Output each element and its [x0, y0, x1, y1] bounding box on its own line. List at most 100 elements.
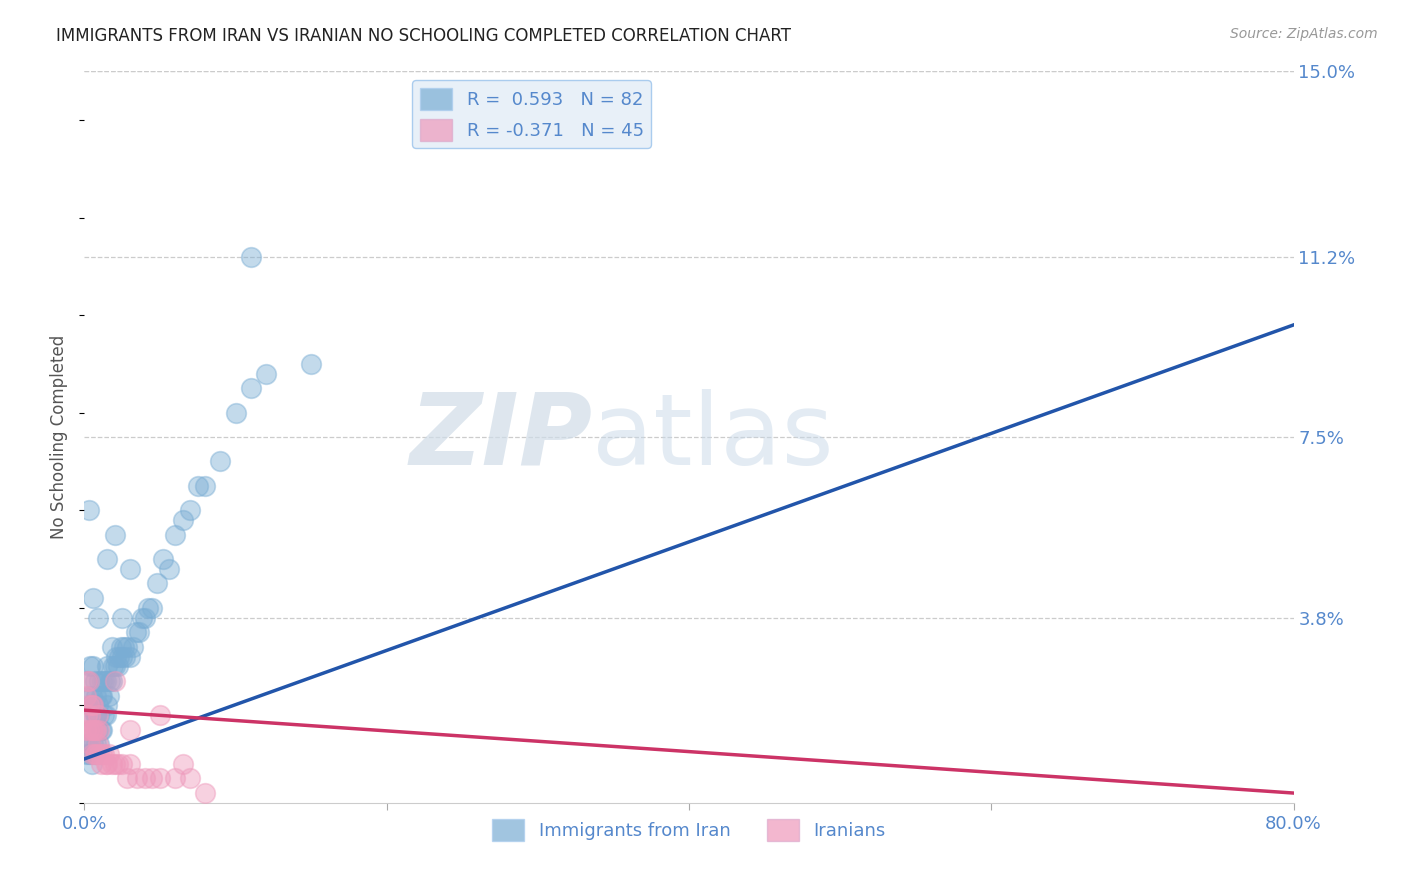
Point [118, 562, 141, 576]
Point [77, 689, 100, 703]
Point [172, 513, 194, 527]
Point [76, 673, 98, 688]
Point [94, 673, 117, 688]
Point [75, 747, 97, 761]
Point [94, 756, 117, 771]
Point [82, 698, 104, 713]
Point [104, 673, 127, 688]
Point [299, 357, 322, 371]
Point [76, 708, 98, 723]
Point [80, 723, 103, 737]
Point [90, 689, 112, 703]
Point [146, 576, 169, 591]
Point [87, 708, 110, 723]
Text: atlas: atlas [592, 389, 834, 485]
Point [90, 723, 112, 737]
Point [105, 649, 128, 664]
Point [77, 723, 100, 737]
Point [84, 708, 107, 723]
Point [100, 756, 122, 771]
Point [104, 756, 127, 771]
Point [93, 747, 115, 761]
Text: Source: ZipAtlas.com: Source: ZipAtlas.com [1230, 27, 1378, 41]
Point [84, 673, 107, 688]
Point [100, 640, 122, 654]
Point [114, 649, 136, 664]
Point [239, 381, 262, 395]
Point [254, 367, 277, 381]
Point [89, 737, 111, 751]
Point [104, 527, 127, 541]
Point [115, 640, 138, 654]
Point [115, 772, 138, 786]
Point [76, 737, 98, 751]
Point [93, 673, 115, 688]
Point [96, 756, 118, 771]
Text: IMMIGRANTS FROM IRAN VS IRANIAN NO SCHOOLING COMPLETED CORRELATION CHART: IMMIGRANTS FROM IRAN VS IRANIAN NO SCHOO… [56, 27, 792, 45]
Point [79, 737, 101, 751]
Point [107, 756, 129, 771]
Point [91, 689, 114, 703]
Point [97, 689, 120, 703]
Point [96, 698, 118, 713]
Point [82, 698, 104, 713]
Point [127, 772, 149, 786]
Point [80, 756, 103, 771]
Point [225, 406, 247, 420]
Point [107, 659, 129, 673]
Point [101, 659, 124, 673]
Point [87, 610, 110, 624]
Point [75, 689, 97, 703]
Point [79, 698, 101, 713]
Point [77, 503, 100, 517]
Point [84, 747, 107, 761]
Point [79, 737, 101, 751]
Point [96, 552, 118, 566]
Point [149, 708, 172, 723]
Point [111, 610, 134, 624]
Point [89, 673, 111, 688]
Point [76, 673, 98, 688]
Point [80, 689, 103, 703]
Point [136, 600, 159, 615]
Point [157, 562, 180, 576]
Point [111, 756, 134, 771]
Point [86, 708, 108, 723]
Point [165, 527, 187, 541]
Point [94, 708, 117, 723]
Legend: Immigrants from Iran, Iranians: Immigrants from Iran, Iranians [485, 812, 893, 848]
Point [108, 649, 131, 664]
Point [80, 723, 103, 737]
Point [80, 747, 103, 761]
Point [87, 698, 110, 713]
Point [165, 772, 187, 786]
Point [112, 640, 135, 654]
Point [91, 747, 114, 761]
Point [118, 649, 141, 664]
Point [179, 503, 201, 517]
Point [239, 250, 262, 264]
Point [84, 723, 107, 737]
Point [84, 747, 107, 761]
Point [86, 737, 108, 751]
Point [118, 723, 141, 737]
Point [86, 708, 108, 723]
Text: ZIP: ZIP [409, 389, 592, 485]
Point [82, 659, 104, 673]
Point [86, 723, 108, 737]
Point [118, 756, 141, 771]
Point [134, 772, 156, 786]
Point [111, 649, 134, 664]
Point [82, 591, 104, 605]
Point [80, 698, 103, 713]
Point [141, 772, 163, 786]
Point [104, 659, 127, 673]
Point [77, 698, 100, 713]
Point [98, 673, 121, 688]
Point [97, 747, 120, 761]
Point [82, 737, 104, 751]
Point [93, 708, 115, 723]
Point [179, 772, 201, 786]
Point [149, 772, 172, 786]
Point [79, 659, 101, 673]
